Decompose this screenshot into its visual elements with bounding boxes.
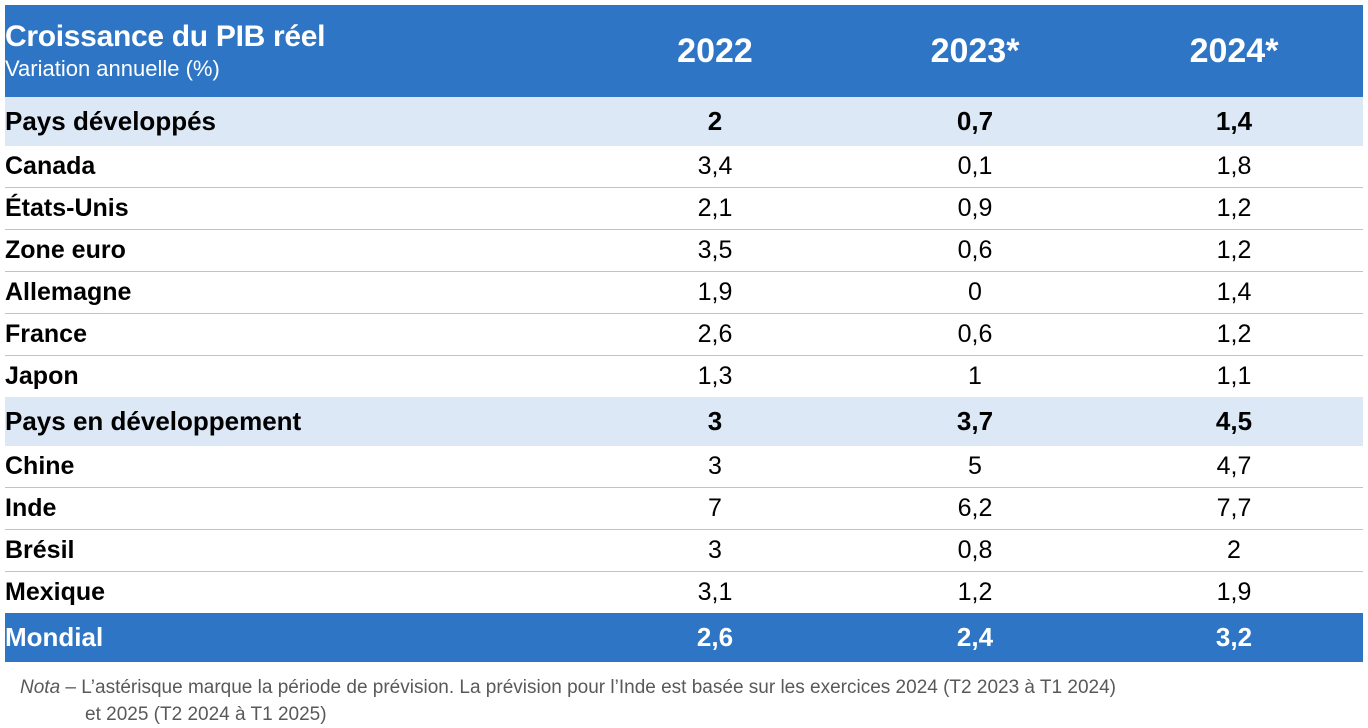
table-row-canada: Canada 3,4 0,1 1,8	[5, 146, 1363, 188]
world-row: Mondial 2,6 2,4 3,2	[5, 613, 1363, 662]
value-2023: 0,8	[845, 529, 1105, 572]
value-2022: 3	[585, 529, 845, 572]
table-row-chine: Chine 3 5 4,7	[5, 446, 1363, 488]
group-row-developed: Pays développés 2 0,7 1,4	[5, 97, 1363, 146]
value-2023: 6,2	[845, 487, 1105, 530]
table-row-zone-euro: Zone euro 3,5 0,6 1,2	[5, 229, 1363, 272]
value-2023: 1,2	[845, 571, 1105, 613]
gdp-growth-table: Croissance du PIB réel Variation annuell…	[5, 5, 1363, 662]
table-row-mexique: Mexique 3,1 1,2 1,9	[5, 571, 1363, 613]
value-2024: 2	[1105, 529, 1363, 572]
table-subtitle: Variation annuelle (%)	[5, 56, 220, 81]
value-2023: 0,1	[845, 146, 1105, 188]
value-2022: 7	[585, 487, 845, 530]
value-2023: 0	[845, 271, 1105, 314]
value-2024: 1,8	[1105, 146, 1363, 188]
value-2022: 3,4	[585, 146, 845, 188]
year-header-2024: 2024*	[1105, 5, 1363, 97]
footnote-text: – L’astérisque marque la période de prév…	[60, 677, 1116, 698]
value-2024: 4,7	[1105, 446, 1363, 488]
value-2022: 3	[585, 397, 845, 446]
table-row-inde: Inde 7 6,2 7,7	[5, 487, 1363, 530]
footnote-label: Nota	[20, 677, 61, 698]
value-2023: 2,4	[845, 613, 1105, 662]
value-2023: 0,6	[845, 313, 1105, 356]
value-2022: 3,1	[585, 571, 845, 613]
footnote-line-1: Nota – L’astérisque marque la période de…	[20, 674, 1350, 701]
country-label: Mexique	[5, 571, 585, 613]
value-2024: 1,9	[1105, 571, 1363, 613]
value-2022: 1,9	[585, 271, 845, 314]
table-row-bresil: Brésil 3 0,8 2	[5, 529, 1363, 572]
value-2024: 1,4	[1105, 97, 1363, 146]
value-2024: 4,5	[1105, 397, 1363, 446]
country-label: Inde	[5, 487, 585, 530]
value-2022: 3,5	[585, 229, 845, 272]
table-row-france: France 2,6 0,6 1,2	[5, 313, 1363, 356]
table-row-japon: Japon 1,3 1 1,1	[5, 355, 1363, 397]
value-2022: 2,1	[585, 187, 845, 230]
table-row-etats-unis: États-Unis 2,1 0,9 1,2	[5, 187, 1363, 230]
value-2024: 3,2	[1105, 613, 1363, 662]
value-2023: 0,6	[845, 229, 1105, 272]
value-2023: 5	[845, 446, 1105, 488]
group-label: Pays en développement	[5, 397, 585, 446]
year-header-2023: 2023*	[845, 5, 1105, 97]
country-label: Chine	[5, 446, 585, 488]
world-label: Mondial	[5, 613, 585, 662]
country-label: États-Unis	[5, 187, 585, 230]
value-2022: 3	[585, 446, 845, 488]
footnote-line-2: et 2025 (T2 2024 à T1 2025)	[85, 704, 327, 725]
value-2024: 1,2	[1105, 229, 1363, 272]
value-2023: 0,9	[845, 187, 1105, 230]
value-2024: 1,2	[1105, 313, 1363, 356]
header-row: Croissance du PIB réel Variation annuell…	[5, 5, 1363, 97]
value-2024: 1,1	[1105, 355, 1363, 397]
value-2024: 1,4	[1105, 271, 1363, 314]
value-2022: 1,3	[585, 355, 845, 397]
year-header-2022: 2022	[585, 5, 845, 97]
country-label: France	[5, 313, 585, 356]
value-2022: 2,6	[585, 313, 845, 356]
country-label: Brésil	[5, 529, 585, 572]
value-2024: 1,2	[1105, 187, 1363, 230]
value-2022: 2	[585, 97, 845, 146]
value-2024: 7,7	[1105, 487, 1363, 530]
country-label: Allemagne	[5, 271, 585, 314]
country-label: Zone euro	[5, 229, 585, 272]
country-label: Japon	[5, 355, 585, 397]
footnote: Nota – L’astérisque marque la période de…	[20, 674, 1350, 728]
value-2023: 1	[845, 355, 1105, 397]
value-2023: 0,7	[845, 97, 1105, 146]
value-2022: 2,6	[585, 613, 845, 662]
table-title: Croissance du PIB réel	[5, 20, 326, 53]
value-2023: 3,7	[845, 397, 1105, 446]
group-label: Pays développés	[5, 97, 585, 146]
table-row-allemagne: Allemagne 1,9 0 1,4	[5, 271, 1363, 314]
group-row-developing: Pays en développement 3 3,7 4,5	[5, 397, 1363, 446]
country-label: Canada	[5, 146, 585, 188]
header-title-cell: Croissance du PIB réel Variation annuell…	[5, 5, 585, 97]
